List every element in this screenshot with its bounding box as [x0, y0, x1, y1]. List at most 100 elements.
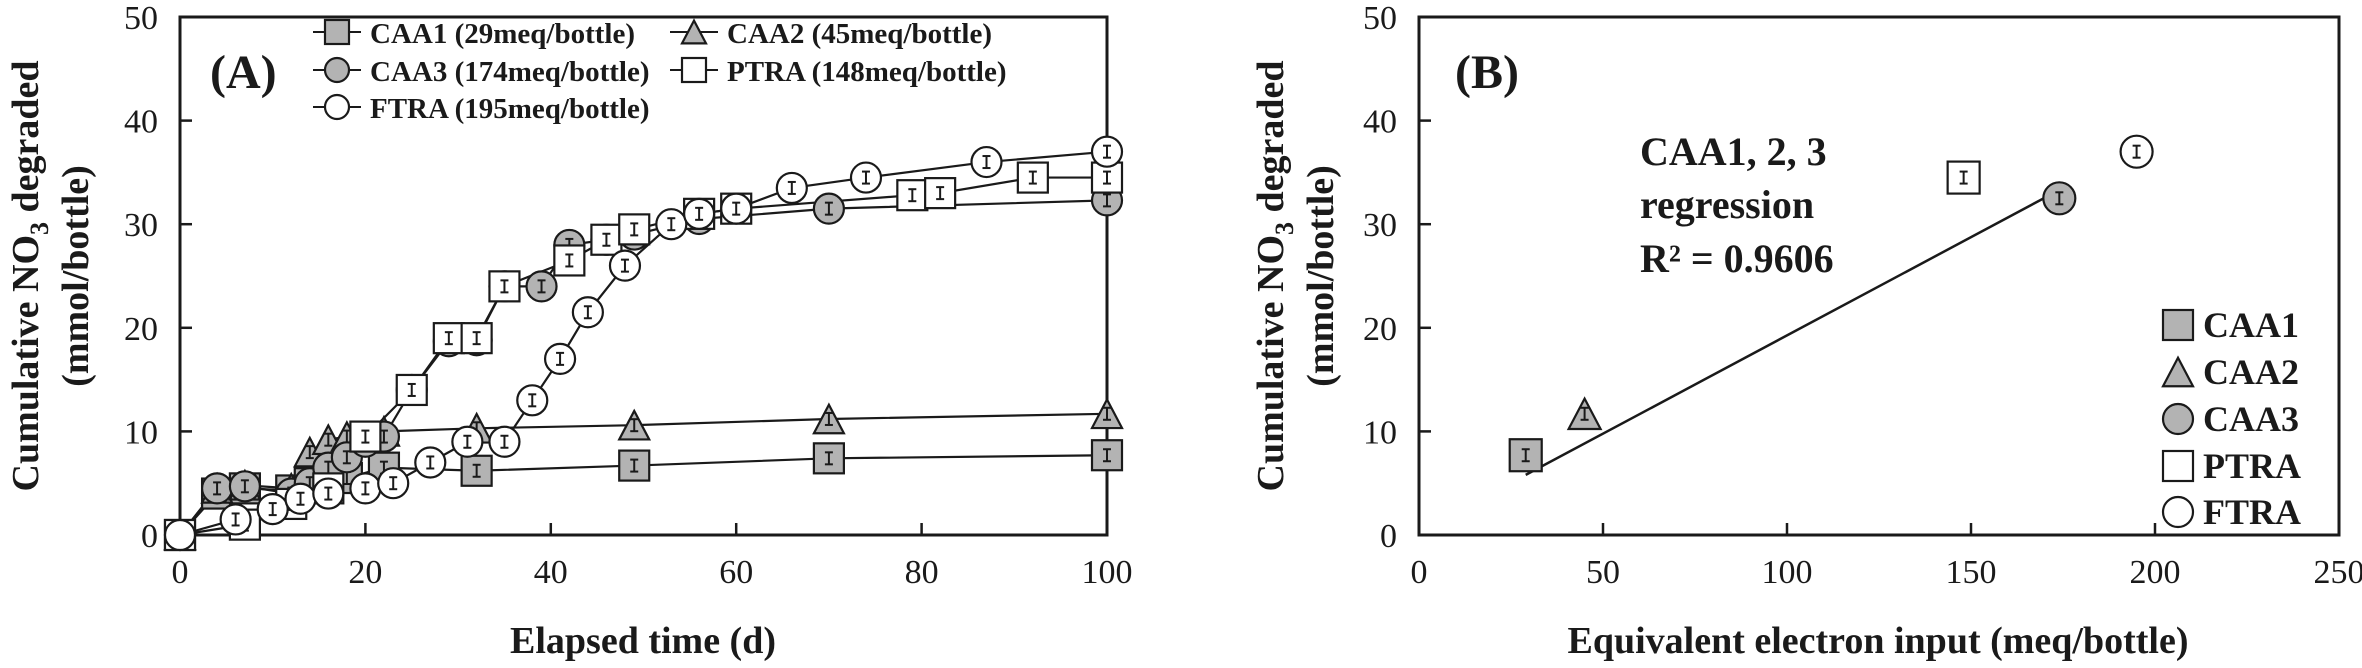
legend-a-caa1-label: CAA1 (29meq/bottle): [370, 18, 635, 50]
ftra-error-bar: [463, 434, 472, 449]
ftra-error-bar: [361, 481, 370, 496]
caa3-error-bar: [2055, 191, 2064, 206]
ftra-error-bar: [667, 217, 676, 232]
legend-a-ptra-marker: [680, 56, 708, 84]
ftra-error-bar: [2132, 144, 2141, 159]
ptra-error-bar: [602, 232, 611, 247]
legend-b-caa2-label: CAA2: [2203, 352, 2299, 392]
caa3-error-bar: [213, 481, 222, 496]
ptra-error-bar: [407, 382, 416, 397]
caa1-error-bar: [824, 451, 833, 466]
caa3-error-bar: [240, 479, 249, 494]
panel-b-y-tick-label: 0: [1380, 518, 1397, 555]
regression-annotation-line1: CAA1, 2, 3: [1640, 129, 1827, 174]
panel-a-x-tick-labels: 0 20 40 60 80 100: [172, 554, 1133, 591]
ptra-error-bar: [565, 253, 574, 268]
panel-a-y-tick-label: 10: [124, 414, 158, 451]
ftra-error-bar: [556, 351, 565, 366]
panel-a-y-tick-label: 40: [124, 104, 158, 141]
panel-b-y-axis-title-line1: Cumulative NO3 degraded: [1250, 61, 1299, 492]
panel-b-x-axis-title: Equivalent electron input (meq/bottle): [1567, 620, 2188, 662]
caa1-error-bar: [630, 458, 639, 473]
caa3-error-bar: [537, 279, 546, 294]
legend-a-ftra-label: FTRA (195meq/bottle): [370, 93, 650, 125]
panel-a-x-tick-label: 80: [905, 554, 939, 591]
ftra-error-bar: [732, 201, 741, 216]
legend-b-caa1-marker: [2161, 308, 2195, 342]
legend-a-caa1-marker: [323, 18, 351, 46]
ptra-error-bar: [908, 188, 917, 203]
caa3-error-bar: [1103, 193, 1111, 208]
ptra-error-bar: [500, 279, 509, 294]
legend-b-caa2-marker: [2161, 355, 2195, 388]
legend-a-caa2-label: CAA2 (45meq/bottle): [727, 18, 992, 50]
ftra-error-bar: [231, 512, 240, 527]
ftra-error-bar: [861, 170, 870, 185]
legend-a-caa3-label: CAA3 (174meq/bottle): [370, 56, 649, 88]
panel-b-y-tick-label: 10: [1363, 414, 1397, 451]
panel-a-plot-frame: [178, 15, 1109, 537]
ftra-error-bar: [389, 476, 398, 491]
panel-a-x-axis-title: Elapsed time (d): [510, 620, 776, 662]
ftra-error-bar: [268, 502, 277, 517]
panel-a-x-tick-label: 100: [1082, 554, 1133, 591]
panel-b-y-tick-label: 30: [1363, 207, 1397, 244]
panel-b-x-tick-label: 200: [2130, 554, 2181, 591]
panel-b-label: (B): [1455, 46, 1519, 99]
legend-b-ftra-marker: [2161, 495, 2195, 529]
ftra-error-bar: [1103, 144, 1111, 159]
panel-b-y-tick-label: 50: [1363, 0, 1397, 37]
legend-a-ftra-marker: [323, 93, 351, 121]
regression-line: [1525, 188, 2060, 477]
panel-a: 0 20 40 60 80 100 0 10 20 30 40 50 (A) CAA1 (29meq…: [5, 0, 1133, 662]
legend-a-caa3-marker: [323, 56, 351, 84]
legend-b-caa3-marker: [2161, 402, 2195, 436]
panel-a-x-tick-label: 40: [534, 554, 568, 591]
panel-b-markers: [1508, 134, 2154, 473]
ftra-error-bar: [787, 180, 796, 195]
legend-b-ptra-label: PTRA: [2203, 446, 2301, 486]
ftra-error-bar: [620, 258, 629, 273]
ptra-error-bar: [1959, 170, 1968, 185]
panel-b-y-tick-labels: 0 10 20 30 40 50: [1363, 0, 1397, 555]
legend-b-caa3-label: CAA3: [2203, 399, 2299, 439]
regression-annotation-line2: regression: [1640, 182, 1814, 227]
ptra-data-point: [618, 213, 651, 246]
caa2-error-bar: [630, 418, 639, 433]
panel-b-x-tick-label: 0: [1411, 554, 1428, 591]
legend-b-caa1-label: CAA1: [2203, 305, 2299, 345]
caa2-error-bar: [324, 432, 333, 447]
ptra-error-bar: [936, 186, 945, 201]
ptra-error-bar: [472, 331, 481, 346]
panel-b: 0 50 100 150 200 250 0 10 20 30 40 50 (B) CAA1, 2,…: [1250, 0, 2362, 662]
ftra-error-bar: [982, 155, 991, 170]
panel-a-y-tick-label: 30: [124, 207, 158, 244]
ptra-error-bar: [444, 331, 453, 346]
panel-a-y-axis-title-line1: Cumulative NO3 degraded: [5, 61, 54, 492]
ftra-error-bar: [426, 455, 435, 470]
regression-annotation-line3: R² = 0.9606: [1640, 236, 1834, 281]
panel-b-y-axis-title-line2: (mmol/bottle): [1300, 165, 1342, 387]
ptra-error-bar: [630, 222, 639, 237]
caa1-error-bar: [472, 463, 481, 478]
panel-a-y-axis-title-line2: (mmol/bottle): [55, 165, 97, 387]
caa1-error-bar: [1103, 448, 1111, 463]
ptra-data-point: [349, 420, 382, 453]
ptra-error-bar: [1028, 170, 1037, 185]
legend-a-caa2-marker: [680, 18, 708, 45]
ftra-error-bar: [528, 393, 537, 408]
panel-a-y-tick-label: 0: [141, 518, 158, 555]
panel-b-x-tick-labels: 0 50 100 150 200 250: [1411, 554, 2362, 591]
panel-b-y-tick-label: 20: [1363, 311, 1397, 348]
ftra-error-bar: [324, 486, 333, 501]
caa2-error-bar: [824, 411, 833, 426]
panel-b-x-tick-label: 250: [2314, 554, 2362, 591]
ftra-data-point: [163, 518, 197, 552]
caa2-error-bar: [1103, 406, 1111, 421]
panel-a-markers: [163, 135, 1124, 552]
caa2-error-bar: [1580, 406, 1589, 421]
panel-b-y-tick-label: 40: [1363, 104, 1397, 141]
legend-b-ptra-marker: [2161, 449, 2195, 483]
caa1-data-point: [812, 442, 846, 475]
